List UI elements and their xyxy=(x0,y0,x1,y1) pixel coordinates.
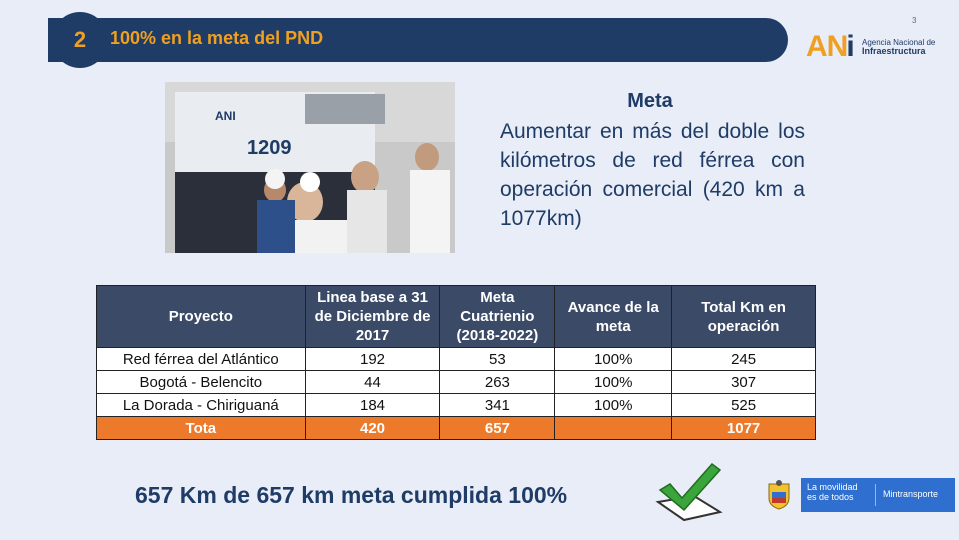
ani-logo-text: Agencia Nacional de Infraestructura xyxy=(862,38,936,56)
col-header-meta-cuatrienio: Meta Cuatrienio (2018-2022) xyxy=(439,285,556,348)
svg-text:ANI: ANI xyxy=(215,109,236,123)
checkmark-icon xyxy=(654,460,724,524)
cell-total-km: 525 xyxy=(671,393,816,417)
cell-meta: 53 xyxy=(439,347,556,371)
cell-linea-base: 184 xyxy=(304,393,441,417)
total-linea-base: 420 xyxy=(304,416,441,440)
col-header-linea-base: Linea base a 31 de Diciembre de 2017 xyxy=(304,285,441,348)
total-meta: 657 xyxy=(439,416,556,440)
cell-meta: 341 xyxy=(439,393,556,417)
cell-proyecto: Red férrea del Atlántico xyxy=(96,347,306,371)
col-header-proyecto: Proyecto xyxy=(96,285,306,348)
gov-divider xyxy=(875,484,876,506)
gov-slogan: La movilidad es de todos xyxy=(807,482,858,502)
total-avance xyxy=(554,416,673,440)
table-row: La Dorada - Chiriguaná 184 341 100% 525 xyxy=(96,393,816,417)
table-total-row: Tota 420 657 1077 xyxy=(96,416,816,440)
ani-logo: ANi Agencia Nacional de Infraestructura xyxy=(806,30,936,66)
colombia-shield-icon xyxy=(765,480,793,510)
total-km: 1077 xyxy=(671,416,816,440)
government-logo: La movilidad es de todos Mintransporte xyxy=(765,478,955,512)
ministry-name: Mintransporte xyxy=(883,489,939,499)
col-header-total-km: Total Km en operación xyxy=(671,285,816,348)
title-banner xyxy=(48,18,788,62)
section-number: 2 xyxy=(52,12,108,68)
cell-avance: 100% xyxy=(554,393,673,417)
cell-proyecto: Bogotá - Belencito xyxy=(96,370,306,394)
cell-proyecto: La Dorada - Chiriguaná xyxy=(96,393,306,417)
table-row: Red férrea del Atlántico 192 53 100% 245 xyxy=(96,347,816,371)
page-number: 3 xyxy=(912,16,917,25)
cell-total-km: 307 xyxy=(671,370,816,394)
table-header-row: Proyecto Linea base a 31 de Diciembre de… xyxy=(96,285,816,348)
cell-linea-base: 44 xyxy=(304,370,441,394)
meta-description: Aumentar en más del doble los kilómetros… xyxy=(500,120,805,230)
gov-banner xyxy=(801,478,955,512)
table-row: Bogotá - Belencito 44 263 100% 307 xyxy=(96,370,816,394)
locomotive-number: 1209 xyxy=(247,137,292,159)
cell-linea-base: 192 xyxy=(304,347,441,371)
cell-avance: 100% xyxy=(554,347,673,371)
summary-statement: 657 Km de 657 km meta cumplida 100% xyxy=(135,482,568,508)
cell-total-km: 245 xyxy=(671,347,816,371)
locomotive-photo: ANI 1209 xyxy=(165,82,455,253)
projects-table: Proyecto Linea base a 31 de Diciembre de… xyxy=(96,285,816,440)
col-header-avance: Avance de la meta xyxy=(554,285,673,348)
ani-logo-mark: ANi xyxy=(806,30,855,63)
cell-meta: 263 xyxy=(439,370,556,394)
cell-avance: 100% xyxy=(554,370,673,394)
total-label: Tota xyxy=(96,416,306,440)
meta-heading: Meta xyxy=(627,90,673,112)
slide-title: 100% en la meta del PND xyxy=(110,28,324,48)
